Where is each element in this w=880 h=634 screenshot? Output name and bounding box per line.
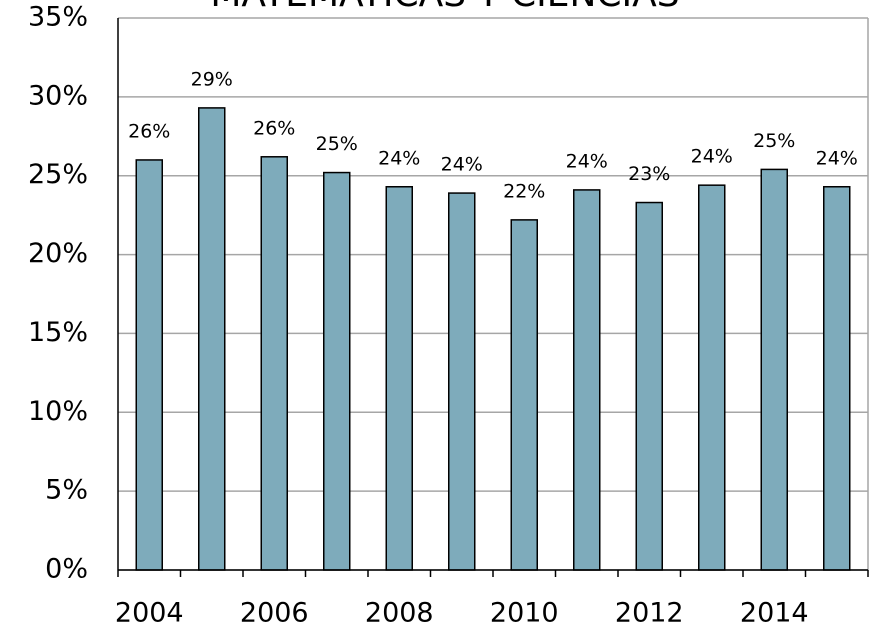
- y-tick-label: 0%: [45, 554, 88, 585]
- bar: [823, 186, 851, 571]
- data-label: 25%: [753, 130, 795, 152]
- x-tick-label: 2006: [240, 598, 309, 629]
- chart-title: MATEMATICAS Y CIENCIAS: [210, 0, 679, 15]
- y-tick-label: 25%: [28, 159, 88, 190]
- x-tick-label: 2014: [740, 598, 809, 629]
- data-label: 26%: [128, 120, 170, 142]
- data-label: 22%: [503, 180, 545, 202]
- data-label: 23%: [628, 163, 670, 185]
- data-label: 29%: [191, 68, 233, 90]
- bar: [635, 201, 663, 571]
- bar: [760, 168, 788, 571]
- data-label: 26%: [253, 117, 295, 139]
- x-tick-label: 2004: [115, 598, 184, 629]
- bar: [385, 186, 413, 571]
- bar: [198, 107, 226, 571]
- y-tick-label: 10%: [28, 396, 88, 427]
- y-tick-label: 20%: [28, 238, 88, 269]
- data-label: 24%: [691, 146, 733, 168]
- data-label: 24%: [816, 147, 858, 169]
- bar: [323, 171, 351, 571]
- bar: [135, 159, 163, 571]
- y-tick-label: 30%: [28, 80, 88, 111]
- y-tick-label: 15%: [28, 317, 88, 348]
- data-label: 25%: [316, 133, 358, 155]
- bar: [698, 184, 726, 571]
- bar: [573, 189, 601, 571]
- y-tick-label: 5%: [45, 475, 88, 506]
- bar: [448, 192, 476, 571]
- x-tick-label: 2010: [490, 598, 559, 629]
- bar: [510, 219, 538, 571]
- y-tick-label: 35%: [28, 2, 88, 33]
- data-label: 24%: [441, 154, 483, 176]
- x-tick-label: 2012: [615, 598, 684, 629]
- bar: [260, 156, 288, 571]
- data-label: 24%: [566, 150, 608, 172]
- data-label: 24%: [378, 147, 420, 169]
- x-tick-label: 2008: [365, 598, 434, 629]
